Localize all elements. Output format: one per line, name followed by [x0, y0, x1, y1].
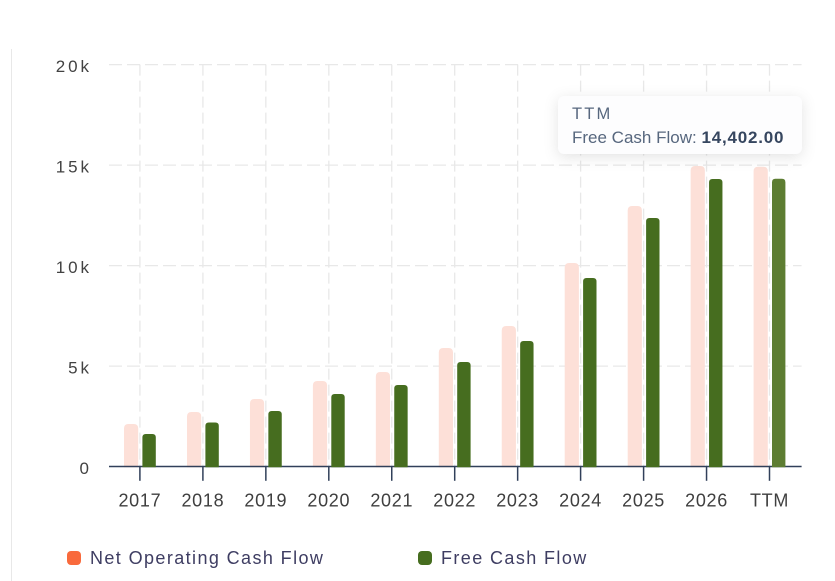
- svg-text:2021: 2021: [370, 491, 413, 511]
- svg-text:20k: 20k: [56, 57, 92, 76]
- svg-text:15k: 15k: [56, 157, 92, 176]
- svg-text:2024: 2024: [559, 491, 602, 511]
- svg-text:2019: 2019: [244, 491, 287, 511]
- svg-text:2018: 2018: [181, 491, 224, 511]
- svg-text:2025: 2025: [622, 491, 665, 511]
- svg-text:2026: 2026: [685, 491, 728, 511]
- svg-text:TTM: TTM: [750, 491, 789, 511]
- svg-text:2020: 2020: [307, 491, 350, 511]
- svg-text:2022: 2022: [433, 491, 476, 511]
- svg-text:10k: 10k: [56, 258, 92, 277]
- svg-text:0: 0: [80, 459, 92, 478]
- svg-text:5k: 5k: [68, 358, 92, 377]
- svg-text:2023: 2023: [496, 491, 539, 511]
- svg-text:2017: 2017: [118, 491, 161, 511]
